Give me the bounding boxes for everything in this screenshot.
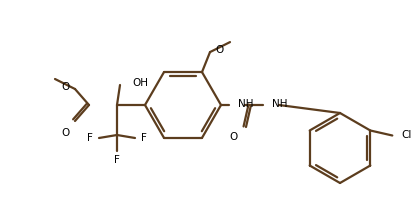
Text: NH: NH xyxy=(238,99,253,109)
Text: F: F xyxy=(114,155,120,165)
Text: F: F xyxy=(87,133,93,143)
Text: F: F xyxy=(141,133,147,143)
Text: OH: OH xyxy=(132,78,148,88)
Text: O: O xyxy=(230,132,238,142)
Text: O: O xyxy=(62,128,70,138)
Text: NH: NH xyxy=(272,99,288,109)
Text: O: O xyxy=(62,82,70,92)
Text: O: O xyxy=(215,45,223,55)
Text: Cl: Cl xyxy=(401,131,412,141)
